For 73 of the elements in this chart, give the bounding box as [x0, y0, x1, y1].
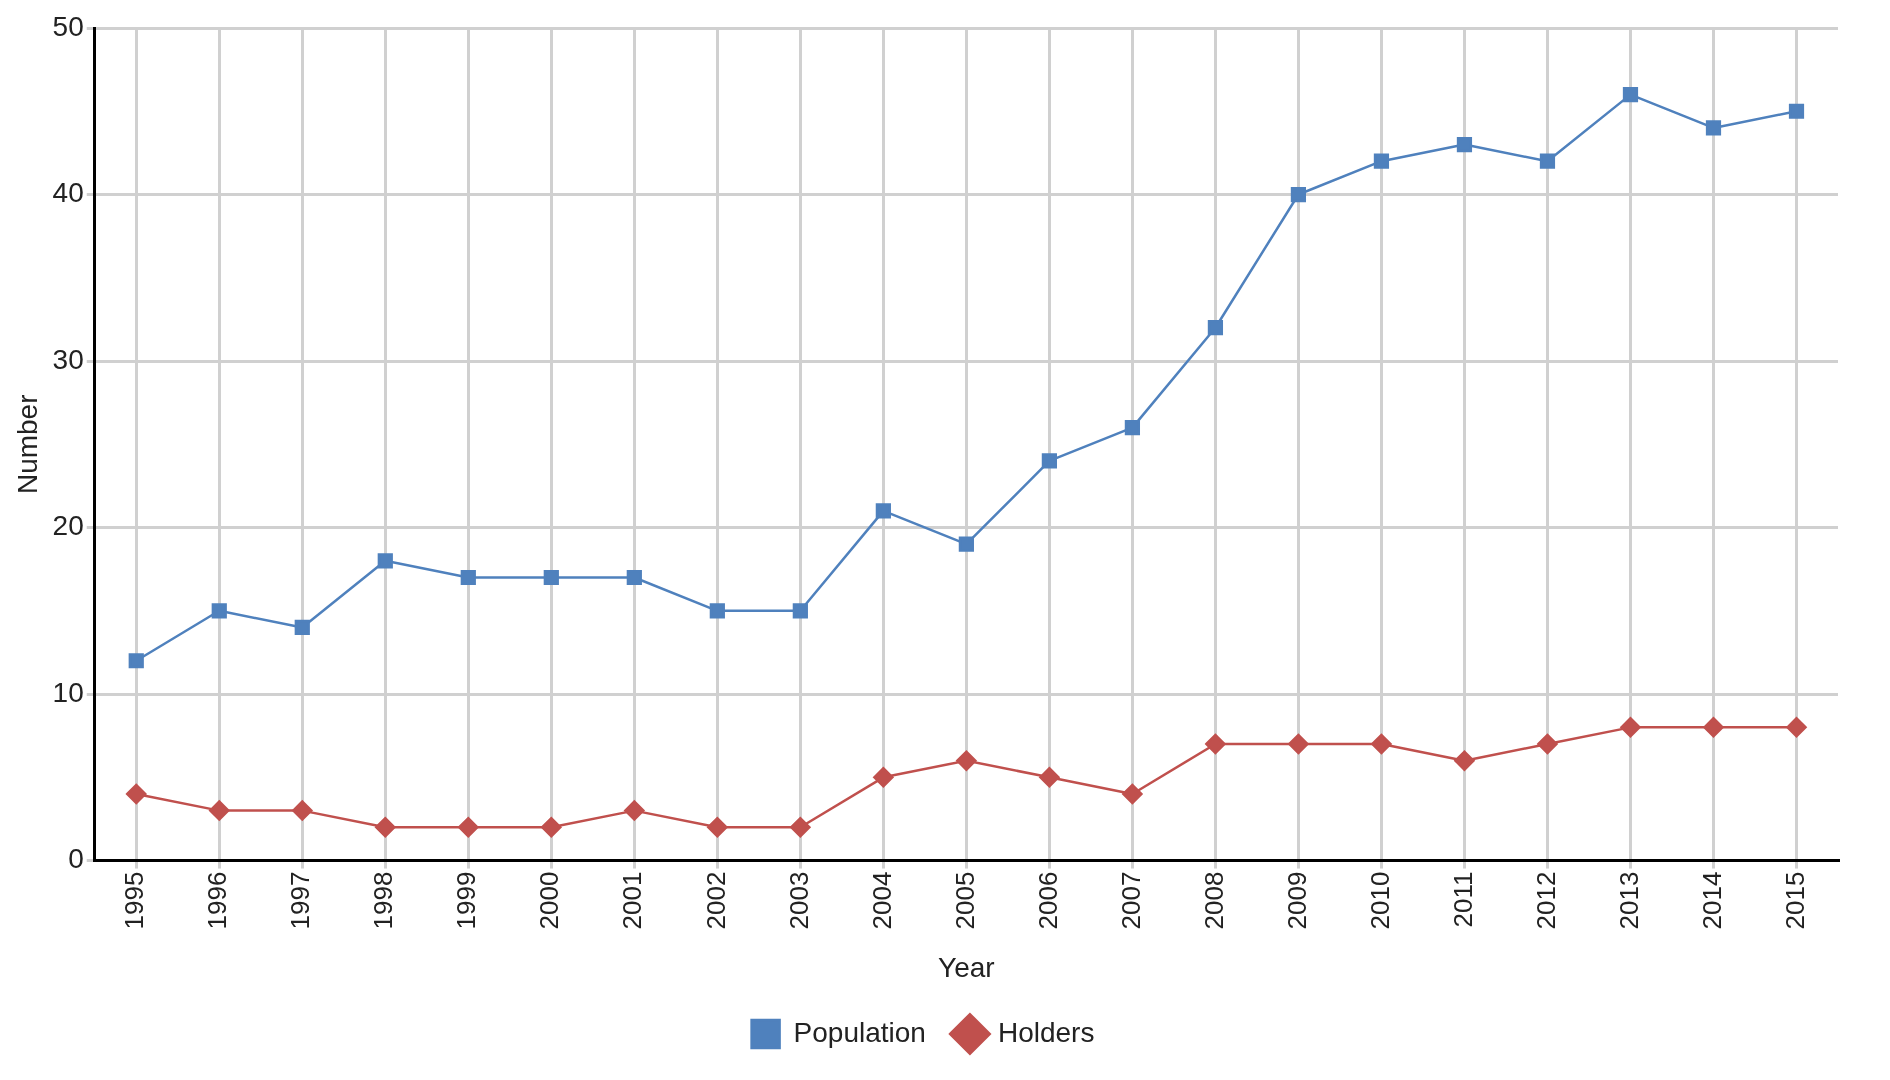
point: [1288, 733, 1309, 755]
x-tick-label: 2008: [1198, 871, 1229, 930]
x-tick-label: 2005: [949, 871, 980, 930]
x-tick-label: 1997: [285, 871, 316, 930]
point: [1371, 733, 1392, 755]
point: [790, 817, 811, 838]
point: [1124, 420, 1141, 436]
point: [873, 767, 894, 788]
x-tick-label: 2014: [1696, 871, 1727, 930]
point: [128, 653, 144, 669]
point: [1373, 153, 1390, 169]
point: [1205, 733, 1226, 755]
y-tick-label: 30: [52, 343, 84, 375]
x-tick-label: 2007: [1115, 871, 1146, 930]
point: [1290, 186, 1307, 203]
point: [292, 800, 313, 821]
legend-label: Holders: [997, 1016, 1095, 1048]
point: [1122, 783, 1143, 805]
x-tick-label: 2011: [1447, 871, 1478, 928]
x-tick-label: 2015: [1779, 871, 1810, 930]
point: [209, 800, 230, 821]
y-tick-label: 0: [68, 843, 84, 875]
x-tick-label: 1998: [368, 871, 399, 930]
point: [541, 817, 562, 838]
x-tick-label: 2012: [1530, 871, 1561, 930]
point: [1539, 153, 1556, 169]
point: [875, 503, 891, 519]
y-axis-title: Number: [11, 394, 43, 495]
point: [1456, 136, 1473, 153]
x-tick-label: 2000: [534, 871, 565, 930]
x-tick-label: 2006: [1032, 871, 1063, 930]
point: [294, 619, 310, 636]
y-tick-label: 40: [52, 177, 84, 209]
point: [792, 603, 808, 619]
x-tick-label: 2003: [783, 871, 814, 930]
point: [1039, 767, 1060, 788]
x-tick-label: 2001: [617, 871, 648, 930]
point: [126, 783, 147, 805]
x-axis-title: Year: [938, 951, 995, 983]
point: [543, 569, 559, 586]
point: [956, 750, 977, 771]
point: [1788, 103, 1805, 119]
point: [1705, 120, 1722, 136]
point: [211, 603, 227, 619]
y-tick-label: 20: [52, 510, 84, 542]
x-tick-label: 2004: [866, 871, 897, 930]
point: [709, 603, 725, 619]
point: [460, 569, 476, 586]
point: [1041, 453, 1057, 469]
point: [375, 817, 396, 838]
x-tick-label: 2013: [1613, 871, 1644, 930]
point: [1537, 733, 1558, 755]
legend-label: Population: [793, 1016, 926, 1048]
y-tick-label: 50: [52, 10, 84, 42]
point: [707, 817, 728, 838]
x-tick-label: 2009: [1281, 871, 1312, 930]
point: [1622, 86, 1639, 103]
y-tick-label: 10: [52, 676, 84, 708]
point: [1620, 717, 1641, 738]
point: [1207, 320, 1224, 336]
x-tick-label: 1999: [451, 871, 482, 930]
point: [1703, 717, 1724, 738]
point: [958, 536, 974, 552]
point: [377, 553, 393, 569]
x-tick-label: 1995: [119, 871, 150, 930]
point: [626, 569, 642, 586]
point: [1786, 717, 1807, 738]
point: [1454, 750, 1475, 771]
x-tick-label: 2002: [700, 871, 731, 930]
point: [624, 800, 645, 821]
x-tick-label: 1996: [202, 871, 233, 930]
x-tick-label: 2010: [1364, 871, 1395, 930]
point: [458, 817, 479, 838]
